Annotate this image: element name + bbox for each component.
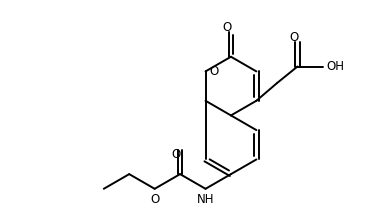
Text: O: O bbox=[222, 21, 232, 34]
Text: O: O bbox=[171, 148, 181, 161]
Text: O: O bbox=[209, 65, 219, 78]
Text: OH: OH bbox=[327, 60, 345, 73]
Text: NH: NH bbox=[197, 193, 214, 206]
Text: O: O bbox=[150, 193, 159, 206]
Text: O: O bbox=[289, 31, 298, 44]
